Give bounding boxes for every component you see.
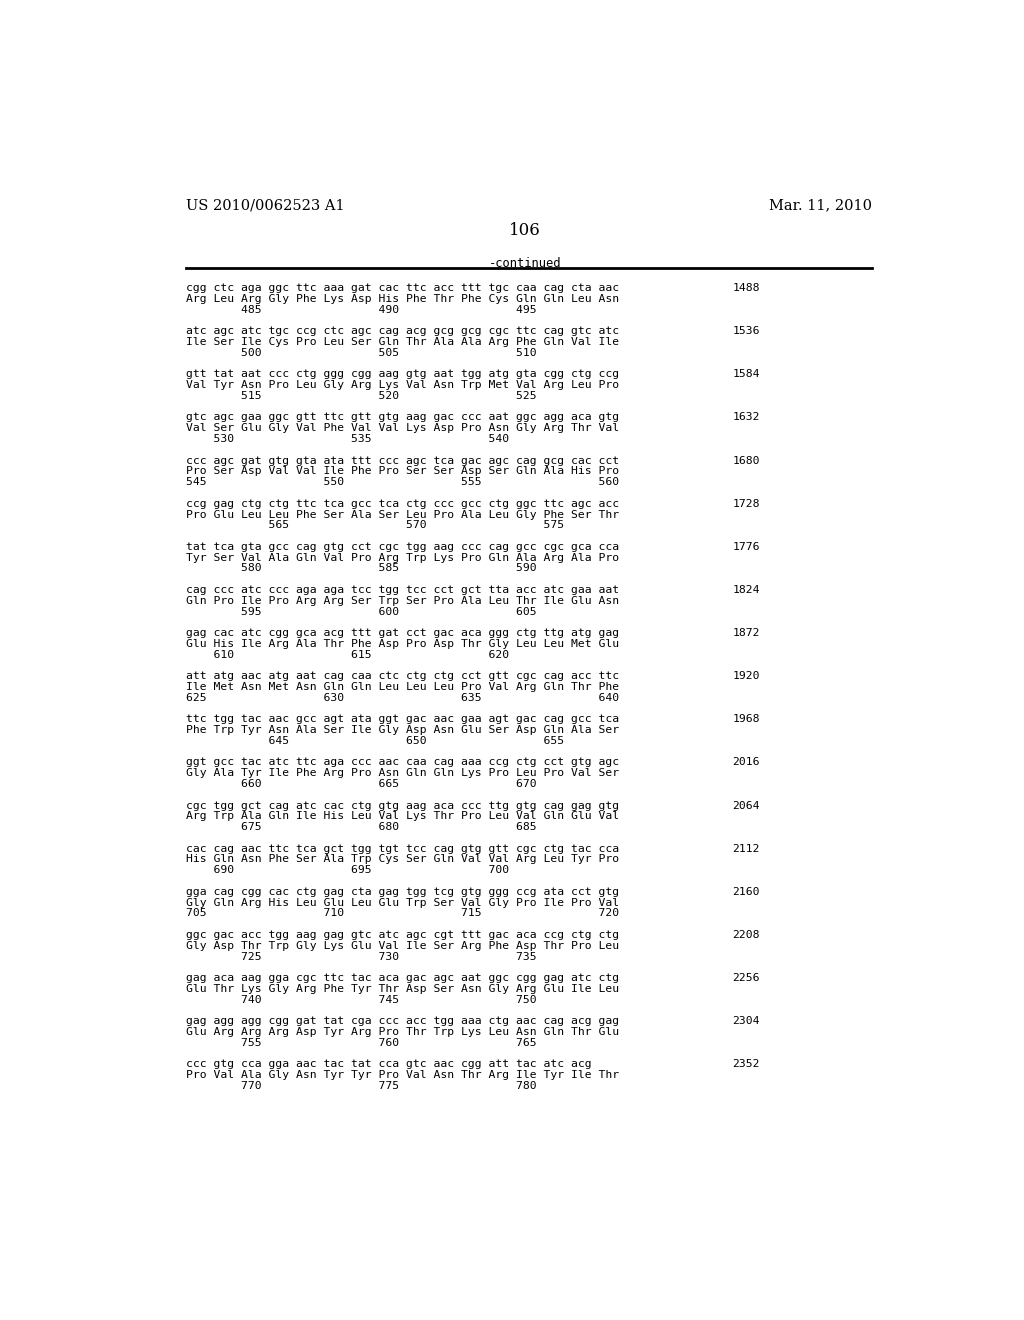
Text: 1488: 1488 bbox=[732, 284, 760, 293]
Text: ccc gtg cca gga aac tac tat cca gtc aac cgg att tac atc acg: ccc gtg cca gga aac tac tat cca gtc aac … bbox=[186, 1059, 592, 1069]
Text: 675                 680                 685: 675 680 685 bbox=[186, 822, 537, 832]
Text: ccc agc gat gtg gta ata ttt ccc agc tca gac agc cag gcg cac cct: ccc agc gat gtg gta ata ttt ccc agc tca … bbox=[186, 455, 620, 466]
Text: 690                 695                 700: 690 695 700 bbox=[186, 866, 509, 875]
Text: 660                 665                 670: 660 665 670 bbox=[186, 779, 537, 789]
Text: Pro Glu Leu Leu Phe Ser Ala Ser Leu Pro Ala Leu Gly Phe Ser Thr: Pro Glu Leu Leu Phe Ser Ala Ser Leu Pro … bbox=[186, 510, 620, 520]
Text: 545                 550                 555                 560: 545 550 555 560 bbox=[186, 478, 620, 487]
Text: 2016: 2016 bbox=[732, 758, 760, 767]
Text: 2352: 2352 bbox=[732, 1059, 760, 1069]
Text: 2256: 2256 bbox=[732, 973, 760, 983]
Text: Gln Pro Ile Pro Arg Arg Ser Trp Ser Pro Ala Leu Thr Ile Glu Asn: Gln Pro Ile Pro Arg Arg Ser Trp Ser Pro … bbox=[186, 595, 620, 606]
Text: Glu Thr Lys Gly Arg Phe Tyr Thr Asp Ser Asn Gly Arg Glu Ile Leu: Glu Thr Lys Gly Arg Phe Tyr Thr Asp Ser … bbox=[186, 983, 620, 994]
Text: 2304: 2304 bbox=[732, 1016, 760, 1026]
Text: Gly Ala Tyr Ile Phe Arg Pro Asn Gln Gln Lys Pro Leu Pro Val Ser: Gly Ala Tyr Ile Phe Arg Pro Asn Gln Gln … bbox=[186, 768, 620, 779]
Text: Tyr Ser Val Ala Gln Val Pro Arg Trp Lys Pro Gln Ala Arg Ala Pro: Tyr Ser Val Ala Gln Val Pro Arg Trp Lys … bbox=[186, 553, 620, 562]
Text: 1680: 1680 bbox=[732, 455, 760, 466]
Text: 645                 650                 655: 645 650 655 bbox=[186, 737, 564, 746]
Text: 580                 585                 590: 580 585 590 bbox=[186, 564, 537, 573]
Text: Arg Leu Arg Gly Phe Lys Asp His Phe Thr Phe Cys Gln Gln Leu Asn: Arg Leu Arg Gly Phe Lys Asp His Phe Thr … bbox=[186, 294, 620, 304]
Text: 2208: 2208 bbox=[732, 929, 760, 940]
Text: 770                 775                 780: 770 775 780 bbox=[186, 1081, 537, 1090]
Text: 1776: 1776 bbox=[732, 543, 760, 552]
Text: Ile Ser Ile Cys Pro Leu Ser Gln Thr Ala Ala Arg Phe Gln Val Ile: Ile Ser Ile Cys Pro Leu Ser Gln Thr Ala … bbox=[186, 337, 620, 347]
Text: Ile Met Asn Met Asn Gln Gln Leu Leu Leu Pro Val Arg Gln Thr Phe: Ile Met Asn Met Asn Gln Gln Leu Leu Leu … bbox=[186, 682, 620, 692]
Text: ttc tgg tac aac gcc agt ata ggt gac aac gaa agt gac cag gcc tca: ttc tgg tac aac gcc agt ata ggt gac aac … bbox=[186, 714, 620, 725]
Text: 1824: 1824 bbox=[732, 585, 760, 595]
Text: 625                 630                 635                 640: 625 630 635 640 bbox=[186, 693, 620, 702]
Text: Pro Ser Asp Val Val Ile Phe Pro Ser Ser Asp Ser Gln Ala His Pro: Pro Ser Asp Val Val Ile Phe Pro Ser Ser … bbox=[186, 466, 620, 477]
Text: 740                 745                 750: 740 745 750 bbox=[186, 995, 537, 1005]
Text: 515                 520                 525: 515 520 525 bbox=[186, 391, 537, 401]
Text: Phe Trp Tyr Asn Ala Ser Ile Gly Asp Asn Glu Ser Asp Gln Ala Ser: Phe Trp Tyr Asn Ala Ser Ile Gly Asp Asn … bbox=[186, 725, 620, 735]
Text: 1968: 1968 bbox=[732, 714, 760, 725]
Text: cgc tgg gct cag atc cac ctg gtg aag aca ccc ttg gtg cag gag gtg: cgc tgg gct cag atc cac ctg gtg aag aca … bbox=[186, 800, 620, 810]
Text: cac cag aac ttc tca gct tgg tgt tcc cag gtg gtt cgc ctg tac cca: cac cag aac ttc tca gct tgg tgt tcc cag … bbox=[186, 843, 620, 854]
Text: 1920: 1920 bbox=[732, 671, 760, 681]
Text: 106: 106 bbox=[509, 222, 541, 239]
Text: 485                 490                 495: 485 490 495 bbox=[186, 305, 537, 314]
Text: 1584: 1584 bbox=[732, 370, 760, 379]
Text: 530                 535                 540: 530 535 540 bbox=[186, 434, 509, 444]
Text: ggt gcc tac atc ttc aga ccc aac caa cag aaa ccg ctg cct gtg agc: ggt gcc tac atc ttc aga ccc aac caa cag … bbox=[186, 758, 620, 767]
Text: 725                 730                 735: 725 730 735 bbox=[186, 952, 537, 961]
Text: -continued: -continued bbox=[488, 257, 561, 271]
Text: 1632: 1632 bbox=[732, 412, 760, 422]
Text: 595                 600                 605: 595 600 605 bbox=[186, 607, 537, 616]
Text: 1728: 1728 bbox=[732, 499, 760, 508]
Text: att atg aac atg aat cag caa ctc ctg ctg cct gtt cgc cag acc ttc: att atg aac atg aat cag caa ctc ctg ctg … bbox=[186, 671, 620, 681]
Text: atc agc atc tgc ccg ctc agc cag acg gcg gcg cgc ttc cag gtc atc: atc agc atc tgc ccg ctc agc cag acg gcg … bbox=[186, 326, 620, 337]
Text: 755                 760                 765: 755 760 765 bbox=[186, 1038, 537, 1048]
Text: Arg Trp Ala Gln Ile His Leu Val Lys Thr Pro Leu Val Gln Glu Val: Arg Trp Ala Gln Ile His Leu Val Lys Thr … bbox=[186, 812, 620, 821]
Text: His Gln Asn Phe Ser Ala Trp Cys Ser Gln Val Val Arg Leu Tyr Pro: His Gln Asn Phe Ser Ala Trp Cys Ser Gln … bbox=[186, 854, 620, 865]
Text: US 2010/0062523 A1: US 2010/0062523 A1 bbox=[186, 198, 345, 213]
Text: cgg ctc aga ggc ttc aaa gat cac ttc acc ttt tgc caa cag cta aac: cgg ctc aga ggc ttc aaa gat cac ttc acc … bbox=[186, 284, 620, 293]
Text: gag cac atc cgg gca acg ttt gat cct gac aca ggg ctg ttg atg gag: gag cac atc cgg gca acg ttt gat cct gac … bbox=[186, 628, 620, 638]
Text: tat tca gta gcc cag gtg cct cgc tgg aag ccc cag gcc cgc gca cca: tat tca gta gcc cag gtg cct cgc tgg aag … bbox=[186, 543, 620, 552]
Text: gtt tat aat ccc ctg ggg cgg aag gtg aat tgg atg gta cgg ctg ccg: gtt tat aat ccc ctg ggg cgg aag gtg aat … bbox=[186, 370, 620, 379]
Text: 500                 505                 510: 500 505 510 bbox=[186, 348, 537, 358]
Text: gag agg agg cgg gat tat cga ccc acc tgg aaa ctg aac cag acg gag: gag agg agg cgg gat tat cga ccc acc tgg … bbox=[186, 1016, 620, 1026]
Text: Gly Asp Thr Trp Gly Lys Glu Val Ile Ser Arg Phe Asp Thr Pro Leu: Gly Asp Thr Trp Gly Lys Glu Val Ile Ser … bbox=[186, 941, 620, 950]
Text: ggc gac acc tgg aag gag gtc atc agc cgt ttt gac aca ccg ctg ctg: ggc gac acc tgg aag gag gtc atc agc cgt … bbox=[186, 929, 620, 940]
Text: Glu His Ile Arg Ala Thr Phe Asp Pro Asp Thr Gly Leu Leu Met Glu: Glu His Ile Arg Ala Thr Phe Asp Pro Asp … bbox=[186, 639, 620, 649]
Text: 2160: 2160 bbox=[732, 887, 760, 896]
Text: Pro Val Ala Gly Asn Tyr Tyr Pro Val Asn Thr Arg Ile Tyr Ile Thr: Pro Val Ala Gly Asn Tyr Tyr Pro Val Asn … bbox=[186, 1071, 620, 1080]
Text: gga cag cgg cac ctg gag cta gag tgg tcg gtg ggg ccg ata cct gtg: gga cag cgg cac ctg gag cta gag tgg tcg … bbox=[186, 887, 620, 896]
Text: gag aca aag gga cgc ttc tac aca gac agc aat ggc cgg gag atc ctg: gag aca aag gga cgc ttc tac aca gac agc … bbox=[186, 973, 620, 983]
Text: Val Tyr Asn Pro Leu Gly Arg Lys Val Asn Trp Met Val Arg Leu Pro: Val Tyr Asn Pro Leu Gly Arg Lys Val Asn … bbox=[186, 380, 620, 391]
Text: 565                 570                 575: 565 570 575 bbox=[186, 520, 564, 531]
Text: 610                 615                 620: 610 615 620 bbox=[186, 649, 509, 660]
Text: 1872: 1872 bbox=[732, 628, 760, 638]
Text: ccg gag ctg ctg ttc tca gcc tca ctg ccc gcc ctg ggc ttc agc acc: ccg gag ctg ctg ttc tca gcc tca ctg ccc … bbox=[186, 499, 620, 508]
Text: 705                 710                 715                 720: 705 710 715 720 bbox=[186, 908, 620, 919]
Text: gtc agc gaa ggc gtt ttc gtt gtg aag gac ccc aat ggc agg aca gtg: gtc agc gaa ggc gtt ttc gtt gtg aag gac … bbox=[186, 412, 620, 422]
Text: 2112: 2112 bbox=[732, 843, 760, 854]
Text: Gly Gln Arg His Leu Glu Leu Glu Trp Ser Val Gly Pro Ile Pro Val: Gly Gln Arg His Leu Glu Leu Glu Trp Ser … bbox=[186, 898, 620, 908]
Text: Val Ser Glu Gly Val Phe Val Val Lys Asp Pro Asn Gly Arg Thr Val: Val Ser Glu Gly Val Phe Val Val Lys Asp … bbox=[186, 424, 620, 433]
Text: Mar. 11, 2010: Mar. 11, 2010 bbox=[769, 198, 872, 213]
Text: 1536: 1536 bbox=[732, 326, 760, 337]
Text: Glu Arg Arg Arg Asp Tyr Arg Pro Thr Trp Lys Leu Asn Gln Thr Glu: Glu Arg Arg Arg Asp Tyr Arg Pro Thr Trp … bbox=[186, 1027, 620, 1038]
Text: cag ccc atc ccc aga aga tcc tgg tcc cct gct tta acc atc gaa aat: cag ccc atc ccc aga aga tcc tgg tcc cct … bbox=[186, 585, 620, 595]
Text: 2064: 2064 bbox=[732, 800, 760, 810]
